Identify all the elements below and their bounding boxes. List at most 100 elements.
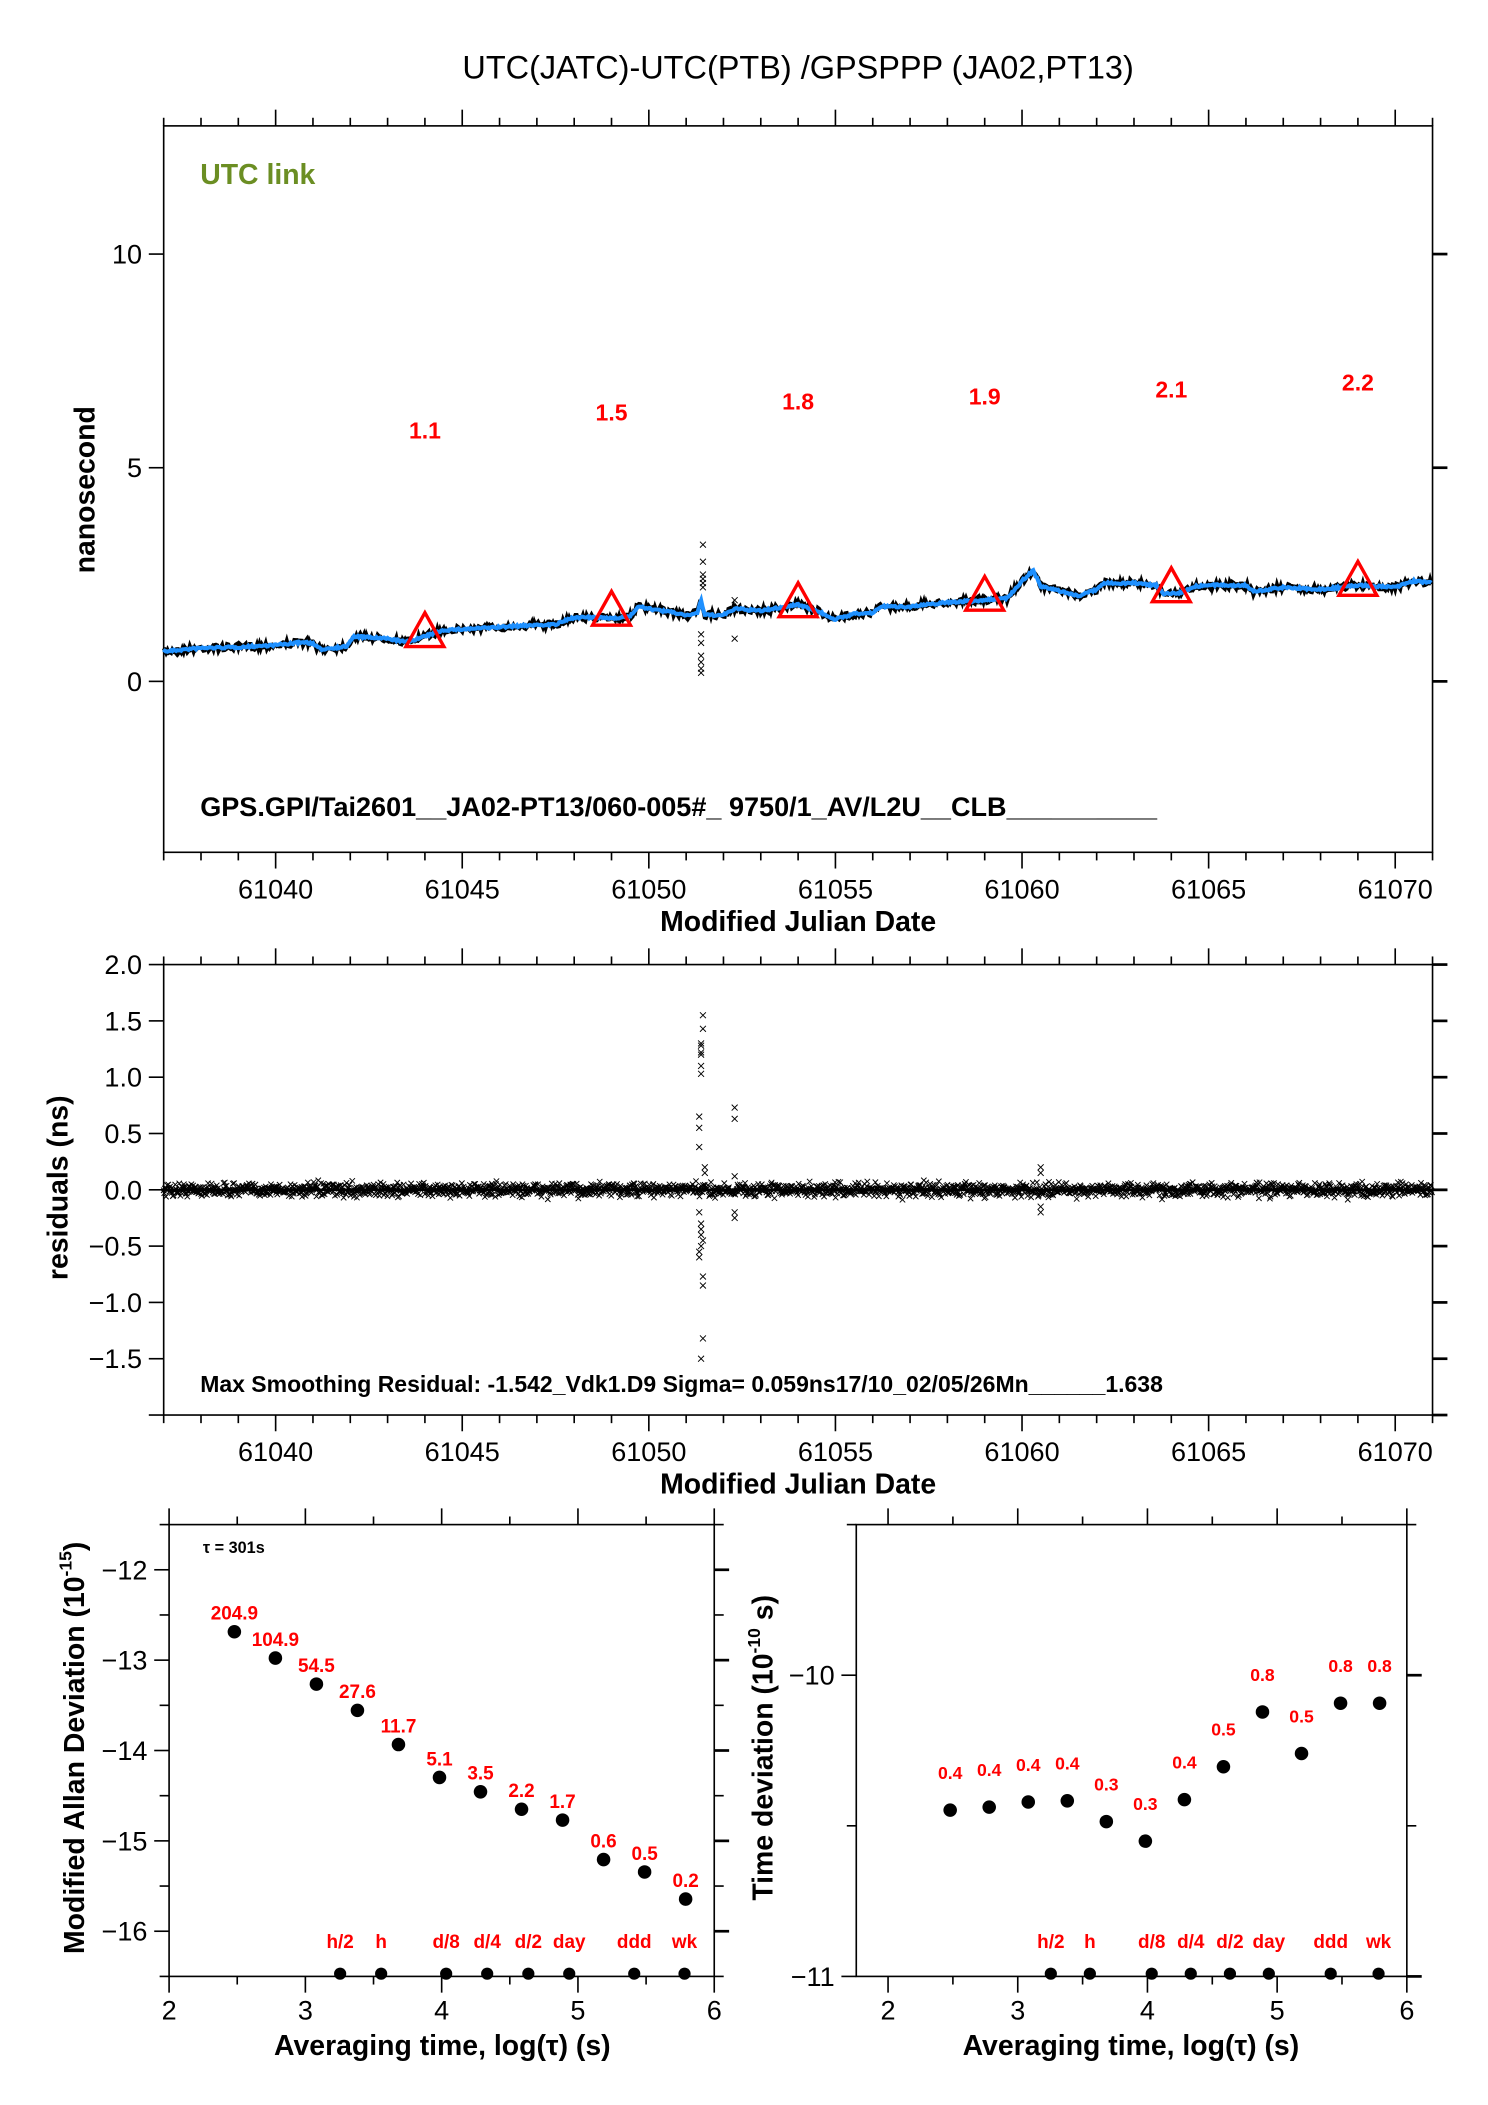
residual-point <box>832 1194 839 1201</box>
stability-point <box>1099 1814 1114 1829</box>
y-axis-title-mdev-exp: -15 <box>56 1551 76 1577</box>
stability-point <box>1255 1705 1270 1719</box>
y-axis-title-tdev-main: Time deviation (10 <box>747 1653 779 1900</box>
residual-point <box>1224 1194 1231 1201</box>
outlier-point <box>699 571 707 578</box>
residual-outlier <box>695 1209 703 1216</box>
x-tick-label: 61055 <box>798 874 873 904</box>
residual-point <box>458 1180 465 1187</box>
residual-point <box>1296 1179 1303 1186</box>
residual-point <box>712 1194 719 1201</box>
residual-point <box>1428 1189 1435 1196</box>
residual-point <box>596 1178 603 1185</box>
residual-outlier <box>1037 1169 1044 1177</box>
stability-point <box>982 1800 996 1814</box>
stability-point <box>514 1802 529 1817</box>
residual-point <box>506 1182 513 1189</box>
residual-point <box>692 1183 699 1190</box>
residual-outlier <box>731 1115 738 1123</box>
residual-point <box>488 1191 495 1198</box>
period-mark-label: d/4 <box>474 1932 502 1953</box>
residual-point <box>217 1187 224 1194</box>
residual-point <box>203 1191 210 1199</box>
residual-point <box>343 1179 350 1186</box>
residual-point <box>1255 1195 1262 1202</box>
period-mark-label: h/2 <box>1037 1932 1064 1953</box>
residual-point <box>894 1183 901 1190</box>
period-mark-dot <box>481 1967 494 1980</box>
residual-point <box>1220 1193 1227 1200</box>
y-axis-title-tdev-end: s) <box>747 1595 779 1628</box>
stability-point <box>1294 1746 1309 1761</box>
point-label: 0.3 <box>1133 1794 1158 1814</box>
point-label: 0.2 <box>672 1871 698 1892</box>
x-tick-label: 61050 <box>611 874 686 904</box>
stability-point <box>1372 1696 1387 1710</box>
residual-point <box>1242 1184 1249 1191</box>
residual-outlier <box>1037 1203 1044 1211</box>
residual-point <box>1417 1179 1425 1186</box>
residual-point <box>835 1178 842 1185</box>
x-axis-title-residuals: Modified Julian Date <box>660 1468 936 1500</box>
x-tick-label: 2 <box>162 1996 177 2026</box>
figure-title: UTC(JATC)-UTC(PTB) /GPSPPP (JA02,PT13) <box>462 50 1133 86</box>
y-tick-label: −14 <box>102 1736 148 1766</box>
residual-point <box>349 1177 356 1184</box>
stability-point <box>943 1803 957 1817</box>
residual-point <box>242 1188 249 1196</box>
residual-point <box>912 1193 919 1200</box>
residual-point <box>1326 1180 1333 1187</box>
residual-outlier <box>701 1163 709 1171</box>
period-mark-label: d/8 <box>432 1932 459 1953</box>
outlier-point <box>699 558 707 566</box>
residual-outlier <box>699 1282 707 1289</box>
outlier-point <box>697 652 705 660</box>
residual-point <box>668 1192 675 1199</box>
stability-point <box>227 1625 242 1639</box>
y-axis-title-mdev-main: Modified Allan Deviation (10 <box>59 1576 91 1954</box>
residual-outlier <box>695 1124 703 1132</box>
period-mark-label: day <box>553 1932 586 1953</box>
residual-point <box>1073 1195 1080 1202</box>
period-mark-dot <box>563 1967 576 1980</box>
y-tick-label: 1.0 <box>104 1063 142 1093</box>
y-tick-label: −12 <box>102 1555 148 1585</box>
residual-point <box>1033 1179 1040 1186</box>
y-axis-title-tdev: Time deviation (10-10 s) <box>744 1595 779 1901</box>
point-label: 204.9 <box>211 1604 258 1625</box>
residual-point <box>1379 1192 1386 1199</box>
residual-point <box>872 1179 879 1186</box>
residual-point <box>883 1193 890 1200</box>
point-label: 0.4 <box>1016 1755 1041 1775</box>
residual-point <box>180 1181 187 1188</box>
period-mark-dot <box>1324 1967 1337 1980</box>
residual-point <box>1049 1192 1057 1199</box>
stability-point <box>555 1813 570 1827</box>
period-mark-label: h/2 <box>326 1932 353 1953</box>
residual-point <box>1033 1185 1040 1192</box>
residual-point <box>806 1178 813 1185</box>
residual-outlier <box>697 1049 705 1056</box>
residual-point <box>1018 1193 1025 1200</box>
period-mark-label: wk <box>1365 1932 1392 1953</box>
y-axis-title-mdev: Modified Allan Deviation (10-15) <box>56 1542 91 1954</box>
outlier-point <box>697 631 705 638</box>
residual-point <box>1274 1181 1282 1188</box>
residual-point <box>229 1180 236 1187</box>
triangle-marker <box>1336 557 1380 597</box>
triangle-marker <box>776 579 820 619</box>
residual-point <box>848 1189 855 1196</box>
x-tick-label: 6 <box>1399 1996 1414 2026</box>
x-tick-label: 5 <box>570 1996 585 2026</box>
y-tick-label: −1.5 <box>89 1344 142 1374</box>
legend-utc-link: UTC link <box>200 159 315 191</box>
residual-point <box>384 1193 391 1200</box>
residual-point <box>707 1179 715 1186</box>
point-label: 11.7 <box>381 1716 417 1737</box>
residual-outlier <box>731 1214 738 1222</box>
residual-point <box>1063 1180 1070 1187</box>
period-mark-dot <box>1184 1967 1197 1980</box>
time-deviation-plot: 2 3 4 5 6 −11 −10 0.4 0.4 0.4 0.4 0.3 0.3 0.4 0.5 0.8 0.… <box>789 1508 1422 2026</box>
period-mark-dot <box>1372 1967 1385 1980</box>
